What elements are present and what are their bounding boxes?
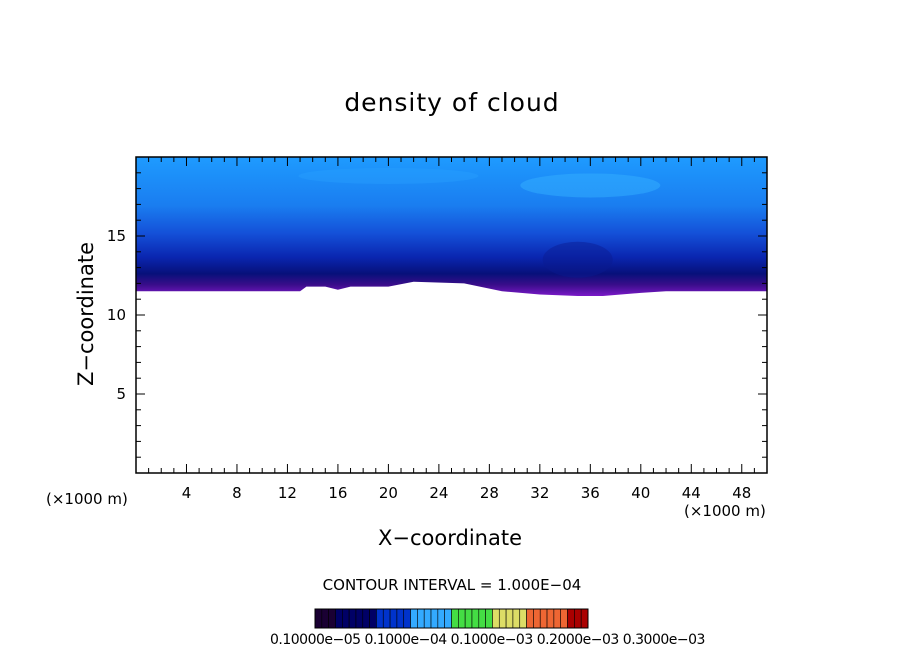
y-tick-label: 10 xyxy=(107,306,126,324)
x-tick-label: 44 xyxy=(682,484,701,502)
colorbar-segment xyxy=(519,608,527,629)
y-axis-ticks xyxy=(136,172,767,458)
colorbar-segment xyxy=(355,608,364,629)
colorbar-segment xyxy=(539,608,548,629)
colorbar-segment xyxy=(348,608,357,629)
colorbar-segment xyxy=(458,608,466,629)
colorbar-segment xyxy=(451,608,459,629)
density-patch xyxy=(298,167,479,184)
colorbar-segment xyxy=(567,608,575,629)
colorbar-segment xyxy=(328,608,336,629)
colorbar-segment xyxy=(574,608,582,629)
colorbar-segment xyxy=(362,608,370,629)
colorbar-segment xyxy=(492,608,500,629)
x-tick-label: 36 xyxy=(581,484,600,502)
colorbar-segment xyxy=(423,608,432,629)
x-tick-label: 8 xyxy=(232,484,242,502)
y-tick-label: 5 xyxy=(116,385,126,403)
colorbar-segment xyxy=(546,608,555,629)
x-tick-label: 28 xyxy=(480,484,499,502)
x-tick-label: 40 xyxy=(631,484,650,502)
contour-interval-text: CONTOUR INTERVAL = 1.000E−04 xyxy=(322,576,582,594)
colorbar-segment xyxy=(560,608,568,629)
colorbar-segment xyxy=(389,608,398,629)
colorbar-segment xyxy=(437,608,445,629)
colorbar-segment xyxy=(526,608,534,629)
colorbar-segment xyxy=(376,608,384,629)
x-unit-label: (×1000 m) xyxy=(684,502,766,520)
chart-title: density of cloud xyxy=(344,88,560,117)
colorbar-segment xyxy=(485,608,493,629)
colorbar-segment xyxy=(396,608,405,629)
cloud-density-field xyxy=(136,157,767,296)
colorbar xyxy=(314,608,589,629)
colorbar-segment xyxy=(382,608,391,629)
x-axis-tick-labels: 4 8 12 16 20 24 28 32 36 40 44 48 xyxy=(182,484,752,502)
y-axis-label: Z−coordinate xyxy=(74,242,98,386)
x-axis-label: X−coordinate xyxy=(378,526,522,550)
colorbar-segment xyxy=(341,608,350,629)
y-tick-label: 15 xyxy=(107,227,126,245)
x-tick-label: 4 xyxy=(182,484,192,502)
colorbar-segment xyxy=(580,608,589,629)
colorbar-frame xyxy=(314,608,589,629)
colorbar-segment xyxy=(533,608,541,629)
z-unit-label: (×1000 m) xyxy=(46,490,128,508)
x-tick-label: 24 xyxy=(429,484,448,502)
colorbar-segment xyxy=(335,608,343,629)
colorbar-segment xyxy=(430,608,439,629)
colorbar-segment xyxy=(403,608,411,629)
colorbar-segment xyxy=(321,608,329,629)
x-tick-label: 16 xyxy=(328,484,347,502)
colorbar-segment xyxy=(369,608,377,629)
density-patch xyxy=(520,173,661,198)
x-axis-ticks xyxy=(148,157,755,473)
x-tick-label: 32 xyxy=(530,484,549,502)
colorbar-segment xyxy=(512,608,521,629)
colorbar-segment xyxy=(498,608,507,629)
y-axis-tick-labels: 5 10 15 xyxy=(107,227,126,403)
colorbar-segment xyxy=(314,608,323,629)
colorbar-segment xyxy=(553,608,561,629)
x-tick-label: 12 xyxy=(278,484,297,502)
colorbar-segment xyxy=(410,608,418,629)
colorbar-segment xyxy=(417,608,425,629)
density-patch xyxy=(542,241,613,278)
x-tick-label: 48 xyxy=(732,484,751,502)
colorbar-labels: 0.10000e−05 0.1000e−04 0.1000e−03 0.2000… xyxy=(270,632,705,648)
colorbar-segment xyxy=(471,608,480,629)
x-tick-label: 20 xyxy=(379,484,398,502)
colorbar-segment xyxy=(505,608,514,629)
colorbar-segment xyxy=(478,608,486,629)
colorbar-segment xyxy=(464,608,473,629)
colorbar-segment xyxy=(444,608,452,629)
